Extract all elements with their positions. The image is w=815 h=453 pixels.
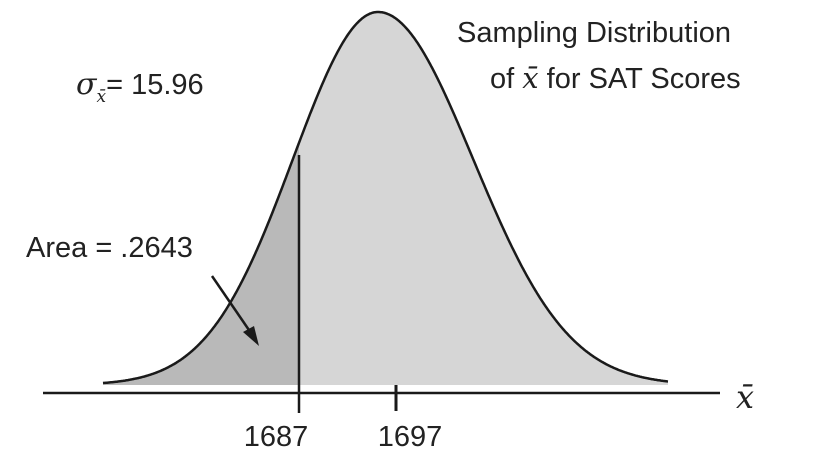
tick-label-1697: 1697 bbox=[378, 421, 443, 453]
sigma-value: = 15.96 bbox=[106, 69, 204, 101]
sigma-symbol: σ bbox=[76, 67, 98, 102]
x-axis-variable-label: x̄ bbox=[736, 378, 754, 416]
sigma-subscript: x̄ bbox=[96, 87, 106, 107]
area-pointer-arrow bbox=[210, 275, 259, 346]
distribution-curve-outline bbox=[102, 10, 669, 385]
area-label: Area = .2643 bbox=[26, 232, 193, 264]
chart-title-line2: of x̄ for SAT Scores bbox=[490, 61, 741, 95]
chart-title-line1: Sampling Distribution bbox=[457, 17, 731, 49]
tick-label-1687: 1687 bbox=[244, 421, 309, 453]
shaded-area-region bbox=[103, 142, 299, 385]
sigma-label: σx̄= 15.96 bbox=[76, 67, 204, 107]
